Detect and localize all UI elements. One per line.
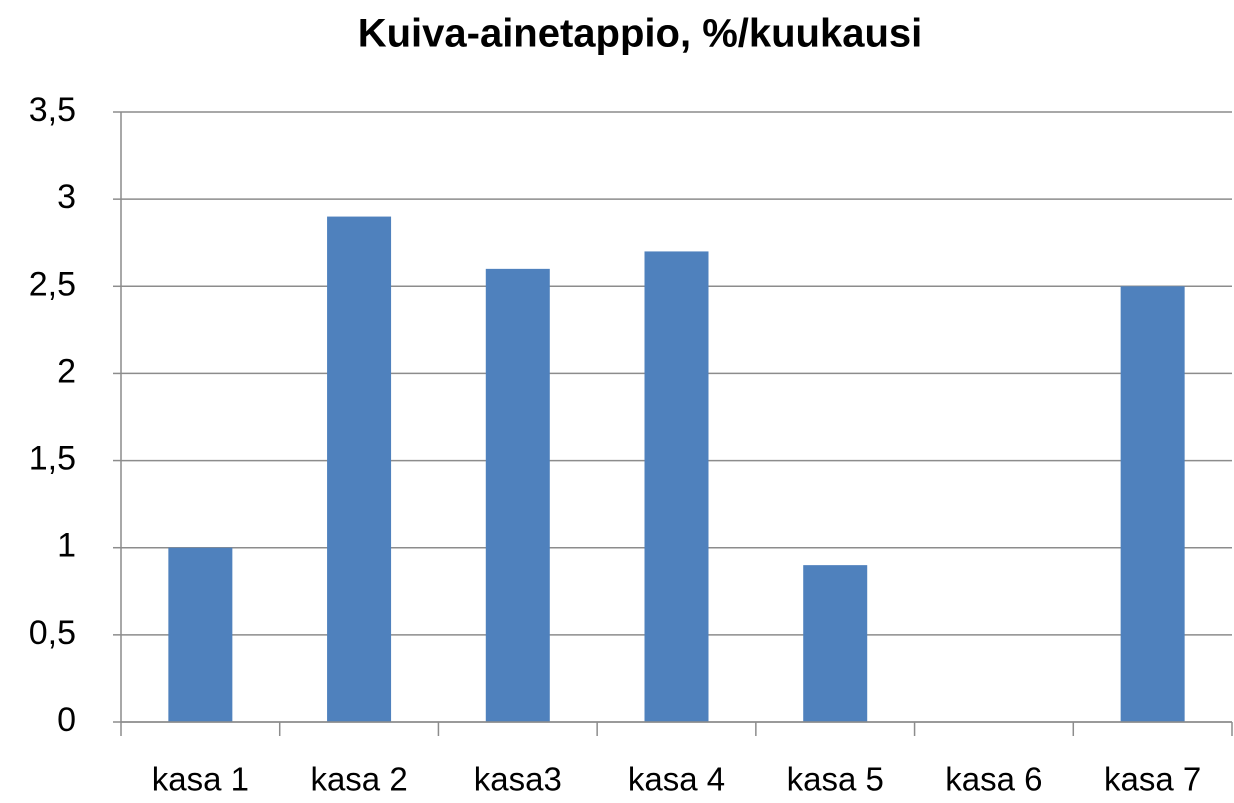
x-tick-label: kasa 5 xyxy=(787,761,884,798)
bar xyxy=(803,565,868,722)
bar xyxy=(644,251,709,722)
y-tick-label: 2 xyxy=(57,352,76,390)
y-tick-label: 1 xyxy=(57,527,76,565)
bar xyxy=(168,547,233,722)
y-tick-label: 0,5 xyxy=(29,614,76,652)
y-tick-label: 0 xyxy=(57,701,76,739)
y-tick-label: 3 xyxy=(57,178,76,216)
x-tick-label: kasa 1 xyxy=(152,761,249,798)
chart-title: Kuiva-ainetappio, %/kuukausi xyxy=(358,12,923,56)
y-tick-label: 3,5 xyxy=(29,91,76,129)
x-tick-label: kasa 6 xyxy=(945,761,1042,798)
bar xyxy=(485,268,550,722)
bar xyxy=(1120,286,1185,722)
y-tick-label: 1,5 xyxy=(29,440,76,478)
x-tick-label: kasa3 xyxy=(474,761,562,798)
y-tick-label: 2,5 xyxy=(29,265,76,303)
x-tick-label: kasa 2 xyxy=(310,761,407,798)
x-tick-label: kasa 4 xyxy=(628,761,725,798)
x-tick-label: kasa 7 xyxy=(1104,761,1201,798)
bar xyxy=(327,216,392,723)
